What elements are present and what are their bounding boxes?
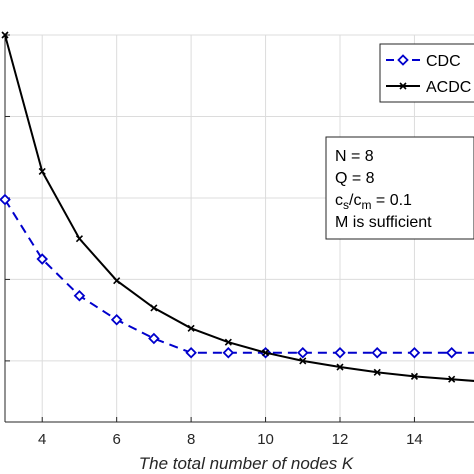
annotation-line: Q = 8 [335,170,375,187]
data-point-acdc [410,372,419,380]
x-tick-label: 14 [406,431,423,448]
parameter-annotation: N = 8 Q = 8 cs/cm = 0.1 M is sufficient [325,136,474,240]
data-point-cdc [0,193,11,206]
data-point-cdc [408,346,421,359]
series-acdc [1,31,474,383]
tick-labels: 4 6 8 10 12 14 [38,431,423,448]
x-axis-label: The total number of nodes K [139,454,354,473]
legend: CDC ACDC [379,43,474,103]
annotation-box [325,136,474,240]
legend-marker-cdc [397,54,409,66]
series-line-acdc [4,34,474,382]
x-tick-label: 4 [38,431,46,448]
data-point-acdc [224,338,232,346]
legend-marker-acdc [399,82,407,90]
annotation-line: N = 8 [335,148,374,165]
x-tick-label: 6 [112,431,120,448]
data-point-cdc [110,313,123,326]
data-point-acdc [150,304,158,312]
series-line-cdc [4,199,474,354]
annotation-line: M is sufficient [335,214,432,231]
legend-box [379,43,474,103]
data-point-acdc [75,235,84,243]
data-point-cdc [73,289,86,302]
series-layer [0,31,474,383]
data-point-acdc [261,349,270,357]
data-point-cdc [185,346,197,359]
data-point-cdc [36,253,48,265]
data-point-cdc [445,346,458,359]
data-point-acdc [448,375,456,383]
legend-label-acdc: ACDC [426,79,471,96]
data-point-cdc [297,346,309,359]
axes [4,34,474,423]
data-point-acdc [38,167,46,176]
data-point-acdc [1,31,9,39]
data-point-cdc [222,346,235,359]
data-point-acdc [373,368,381,376]
x-tick-label: 12 [332,431,349,448]
x-tick-label: 8 [187,431,195,448]
data-point-cdc [148,332,160,345]
data-point-cdc [334,346,346,359]
x-tick-label: 10 [257,431,274,448]
data-point-cdc [371,346,383,359]
data-point-acdc [299,357,307,365]
legend-label-cdc: CDC [426,53,461,70]
data-point-acdc [113,277,121,285]
annotation-line: cs/cm = 0.1 [335,192,412,212]
data-point-acdc [187,324,195,332]
data-point-acdc [336,363,344,371]
